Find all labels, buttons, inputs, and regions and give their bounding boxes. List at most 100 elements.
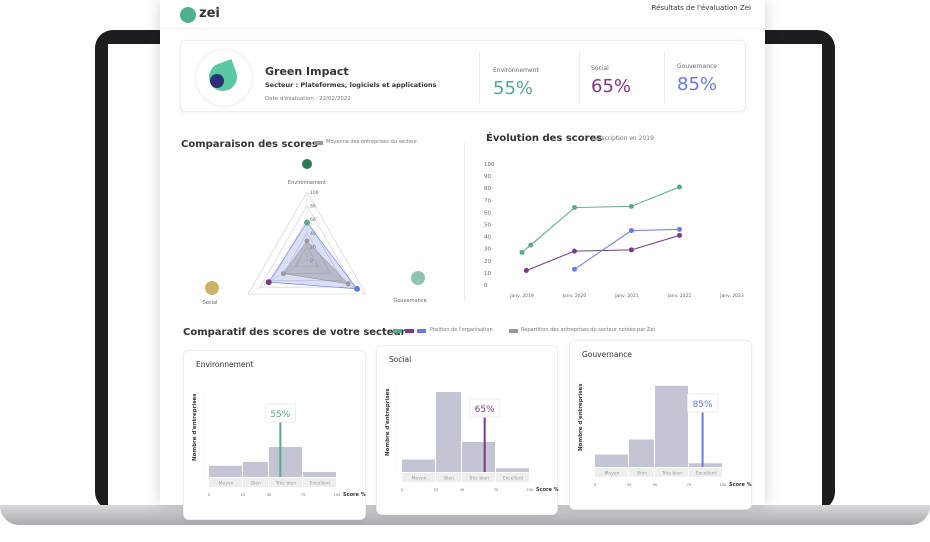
- histogram-bar: [595, 454, 628, 467]
- y-tick-mark: -: [589, 452, 590, 454]
- series-point-0: [677, 184, 682, 190]
- series-point-1: [677, 232, 682, 238]
- histogram-gouvernance: Gouvernance Nombre d'entreprises - - - - - - - - -…: [578, 350, 752, 488]
- x-axis-label: Score %: [343, 492, 366, 498]
- y-tick-mark: -: [396, 442, 397, 444]
- series-point-0: [572, 205, 577, 211]
- y-tick-mark: -: [396, 395, 397, 397]
- radar-point-organisation: [304, 219, 310, 226]
- category-label: Excellent: [696, 471, 717, 477]
- y-tick-mark: -: [589, 444, 590, 446]
- radar-average-area: [283, 240, 349, 285]
- category-label: Bien: [251, 481, 261, 487]
- y-tick-label: 70: [484, 198, 491, 204]
- line-chart-subtitle: inscription en 2019: [596, 135, 654, 142]
- y-tick-mark: -: [203, 393, 204, 395]
- y-tick-mark: -: [589, 459, 590, 461]
- y-tick-mark: -: [203, 404, 204, 406]
- category-label: Excellent: [503, 476, 524, 482]
- series-point-2: [572, 266, 577, 272]
- radar-chart: 020406080100EnvironnementSocialGouvernan…: [203, 159, 427, 306]
- radar-tick-label: 0: [310, 258, 313, 264]
- x-tick-label: 75: [687, 483, 691, 487]
- y-tick-mark: -: [589, 426, 590, 428]
- y-tick-mark: -: [203, 447, 204, 449]
- y-tick-mark: -: [203, 472, 204, 474]
- y-tick-mark: -: [589, 462, 590, 464]
- y-tick-mark: -: [589, 466, 590, 468]
- score-marker-label: 55%: [270, 410, 290, 420]
- comparatif-title: Comparatif des scores de votre secteur: [183, 327, 406, 338]
- y-tick-mark: -: [203, 462, 204, 464]
- x-tick-label: 100: [720, 483, 727, 487]
- histogram-card-social: Social Nombre d'entreprises - - - - - - - - - - - - - -…: [376, 345, 559, 515]
- category-cell: [595, 468, 628, 477]
- radar-tick-label: 40: [310, 231, 316, 237]
- y-tick-mark: -: [589, 430, 590, 432]
- y-tick-mark: -: [203, 400, 204, 402]
- histogram-title: Gouvernance: [582, 350, 632, 359]
- y-tick-mark: -: [203, 390, 204, 392]
- y-tick-mark: -: [589, 390, 590, 392]
- radar-tick-label: 100: [310, 190, 319, 196]
- score-marker-box: [469, 398, 501, 418]
- y-tick-mark: -: [203, 444, 204, 446]
- y-axis-label: Nombre d'entreprises: [578, 383, 584, 451]
- radar-axis-label: Gouvernance: [393, 298, 426, 304]
- y-tick-mark: -: [589, 405, 590, 407]
- histogram-bar: [402, 459, 435, 472]
- divider: [664, 51, 665, 103]
- score-value-environnement: 55%: [493, 78, 534, 99]
- category-cell: [462, 473, 495, 482]
- category-label: Excellent: [310, 481, 331, 487]
- y-tick-label: 30: [484, 247, 491, 253]
- histogram-bar: [209, 465, 242, 477]
- x-axis-label: Score %: [536, 487, 559, 493]
- legend-swatch-social: [405, 329, 414, 333]
- y-tick-label: 40: [484, 235, 491, 241]
- category-label: Très bien: [468, 475, 489, 482]
- radar-title: Comparaison des scores: [181, 139, 318, 150]
- y-tick-label: 50: [484, 223, 491, 229]
- x-tick-label: Janv. 2022: [667, 293, 692, 299]
- histogram-bar: [243, 462, 268, 477]
- category-cell: [243, 478, 268, 487]
- legend-sector: Répartition des entreprises du secteur n…: [521, 327, 655, 333]
- x-tick-label: 25: [241, 493, 245, 497]
- y-tick-mark: -: [589, 423, 590, 425]
- divider: [579, 51, 580, 103]
- y-tick-mark: -: [396, 410, 397, 412]
- y-tick-mark: -: [203, 469, 204, 471]
- radar-grid-ring: [294, 245, 320, 268]
- x-tick-label: Janv. 2019: [509, 293, 534, 299]
- y-tick-mark: -: [396, 428, 397, 430]
- y-tick-mark: -: [396, 388, 397, 390]
- y-tick-label: 60: [484, 210, 491, 216]
- legend-swatch-sector: [509, 329, 518, 333]
- report-page: zei Résultats de l'évaluation Zei Green …: [160, 0, 765, 520]
- series-line-1: [526, 234, 680, 271]
- y-tick-label: 90: [484, 174, 491, 180]
- x-tick-label: 25: [627, 483, 631, 487]
- y-tick-mark: -: [203, 476, 204, 478]
- y-tick-mark: -: [203, 436, 204, 438]
- y-tick-mark: -: [396, 467, 397, 469]
- radar-grid-ring: [259, 204, 355, 288]
- y-tick-mark: -: [203, 454, 204, 456]
- category-cell: [496, 473, 529, 482]
- y-tick-mark: -: [396, 471, 397, 473]
- divider: [479, 51, 480, 103]
- histogram-bar: [689, 463, 722, 467]
- y-tick-mark: -: [589, 441, 590, 443]
- radar-tick-label: 60: [310, 217, 316, 223]
- radar-point-average: [280, 271, 286, 277]
- series-point-1: [628, 247, 634, 253]
- y-tick-mark: -: [203, 451, 204, 453]
- radar-axis-label: Social: [203, 300, 218, 306]
- y-tick-mark: -: [589, 398, 590, 400]
- evaluation-date: Date d'évaluation : 22/02/2022: [265, 96, 351, 102]
- category-cell: [689, 468, 722, 477]
- radar-point-organisation: [354, 285, 361, 292]
- series-point-0: [519, 249, 525, 255]
- plant-icon: [302, 159, 312, 169]
